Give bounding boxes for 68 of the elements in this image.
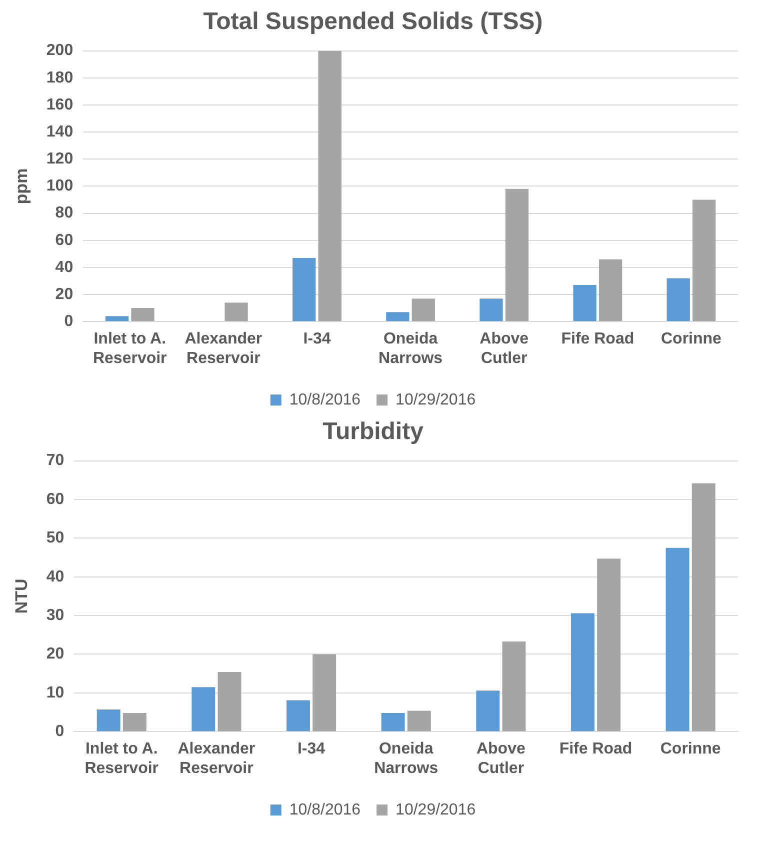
bar <box>412 298 435 322</box>
y-tick-label: 0 <box>64 313 74 330</box>
x-tick-label: Alexander Reservoir <box>178 740 256 777</box>
bar <box>192 687 216 732</box>
bar <box>692 483 716 732</box>
x-tick-label: Above Cutler <box>476 740 526 777</box>
y-tick-label: 30 <box>46 606 64 624</box>
bar <box>476 690 500 732</box>
y-tick-label: 120 <box>46 150 74 168</box>
y-tick-label: 50 <box>46 530 64 547</box>
chart-title: Total Suspended Solids (TSS) <box>203 8 543 36</box>
bar <box>105 316 129 322</box>
y-tick-label: 20 <box>55 286 74 303</box>
y-tick-label: 40 <box>55 258 74 276</box>
x-tick-label: Oneida Narrows <box>378 330 443 367</box>
bar <box>502 641 526 732</box>
y-tick-label: 70 <box>46 452 64 470</box>
x-tick-label: Above Cutler <box>480 330 529 367</box>
bar <box>480 298 503 322</box>
bar <box>598 259 622 322</box>
bar <box>386 312 410 322</box>
x-tick-label: I-34 <box>297 740 326 758</box>
bar <box>96 710 120 732</box>
y-axis-title: ppm <box>12 168 31 204</box>
x-tick-label: Corinne <box>660 330 722 348</box>
y-tick-label: 60 <box>46 490 64 508</box>
bar <box>224 302 248 322</box>
legend-label: 10/29/2016 <box>396 391 476 408</box>
x-tick-label: Fife Road <box>559 740 632 758</box>
bar <box>666 548 690 732</box>
x-tick-label: I-34 <box>303 330 331 348</box>
bar <box>122 713 146 732</box>
x-tick-label: Inlet to A. Reservoir <box>92 330 167 367</box>
y-axis-title: NTU <box>12 578 31 614</box>
bar <box>666 278 690 322</box>
legend-label: 10/8/2016 <box>289 801 361 818</box>
bar <box>286 700 310 732</box>
bar <box>692 200 716 322</box>
bar <box>573 285 596 322</box>
bar <box>292 258 316 322</box>
bar <box>131 308 154 322</box>
bar <box>407 710 431 732</box>
bar <box>312 654 336 732</box>
x-tick-label: Alexander Reservoir <box>184 330 262 367</box>
bar <box>381 713 405 732</box>
bar <box>318 50 342 322</box>
bar <box>218 672 242 732</box>
chart-title: Turbidity <box>322 418 424 446</box>
y-tick-label: 200 <box>46 42 74 60</box>
x-tick-label: Fife Road <box>561 330 634 348</box>
x-tick-label: Inlet to A. Reservoir <box>84 740 159 777</box>
bar <box>570 613 594 732</box>
x-tick-label: Oneida Narrows <box>374 740 438 777</box>
y-tick-label: 20 <box>46 646 64 663</box>
y-tick-label: 180 <box>46 69 74 86</box>
legend-label: 10/8/2016 <box>289 391 361 408</box>
y-tick-label: 10 <box>46 684 64 702</box>
y-tick-label: 0 <box>55 723 64 740</box>
y-tick-label: 140 <box>46 123 74 140</box>
y-tick-label: 80 <box>55 204 74 222</box>
y-tick-label: 60 <box>55 232 74 249</box>
y-tick-label: 40 <box>46 568 64 586</box>
y-tick-label: 160 <box>46 96 74 114</box>
y-tick-label: 100 <box>46 178 74 195</box>
legend-label: 10/29/2016 <box>396 801 476 818</box>
x-tick-label: Corinne <box>660 740 721 758</box>
bar <box>597 558 621 732</box>
bar <box>505 188 529 322</box>
